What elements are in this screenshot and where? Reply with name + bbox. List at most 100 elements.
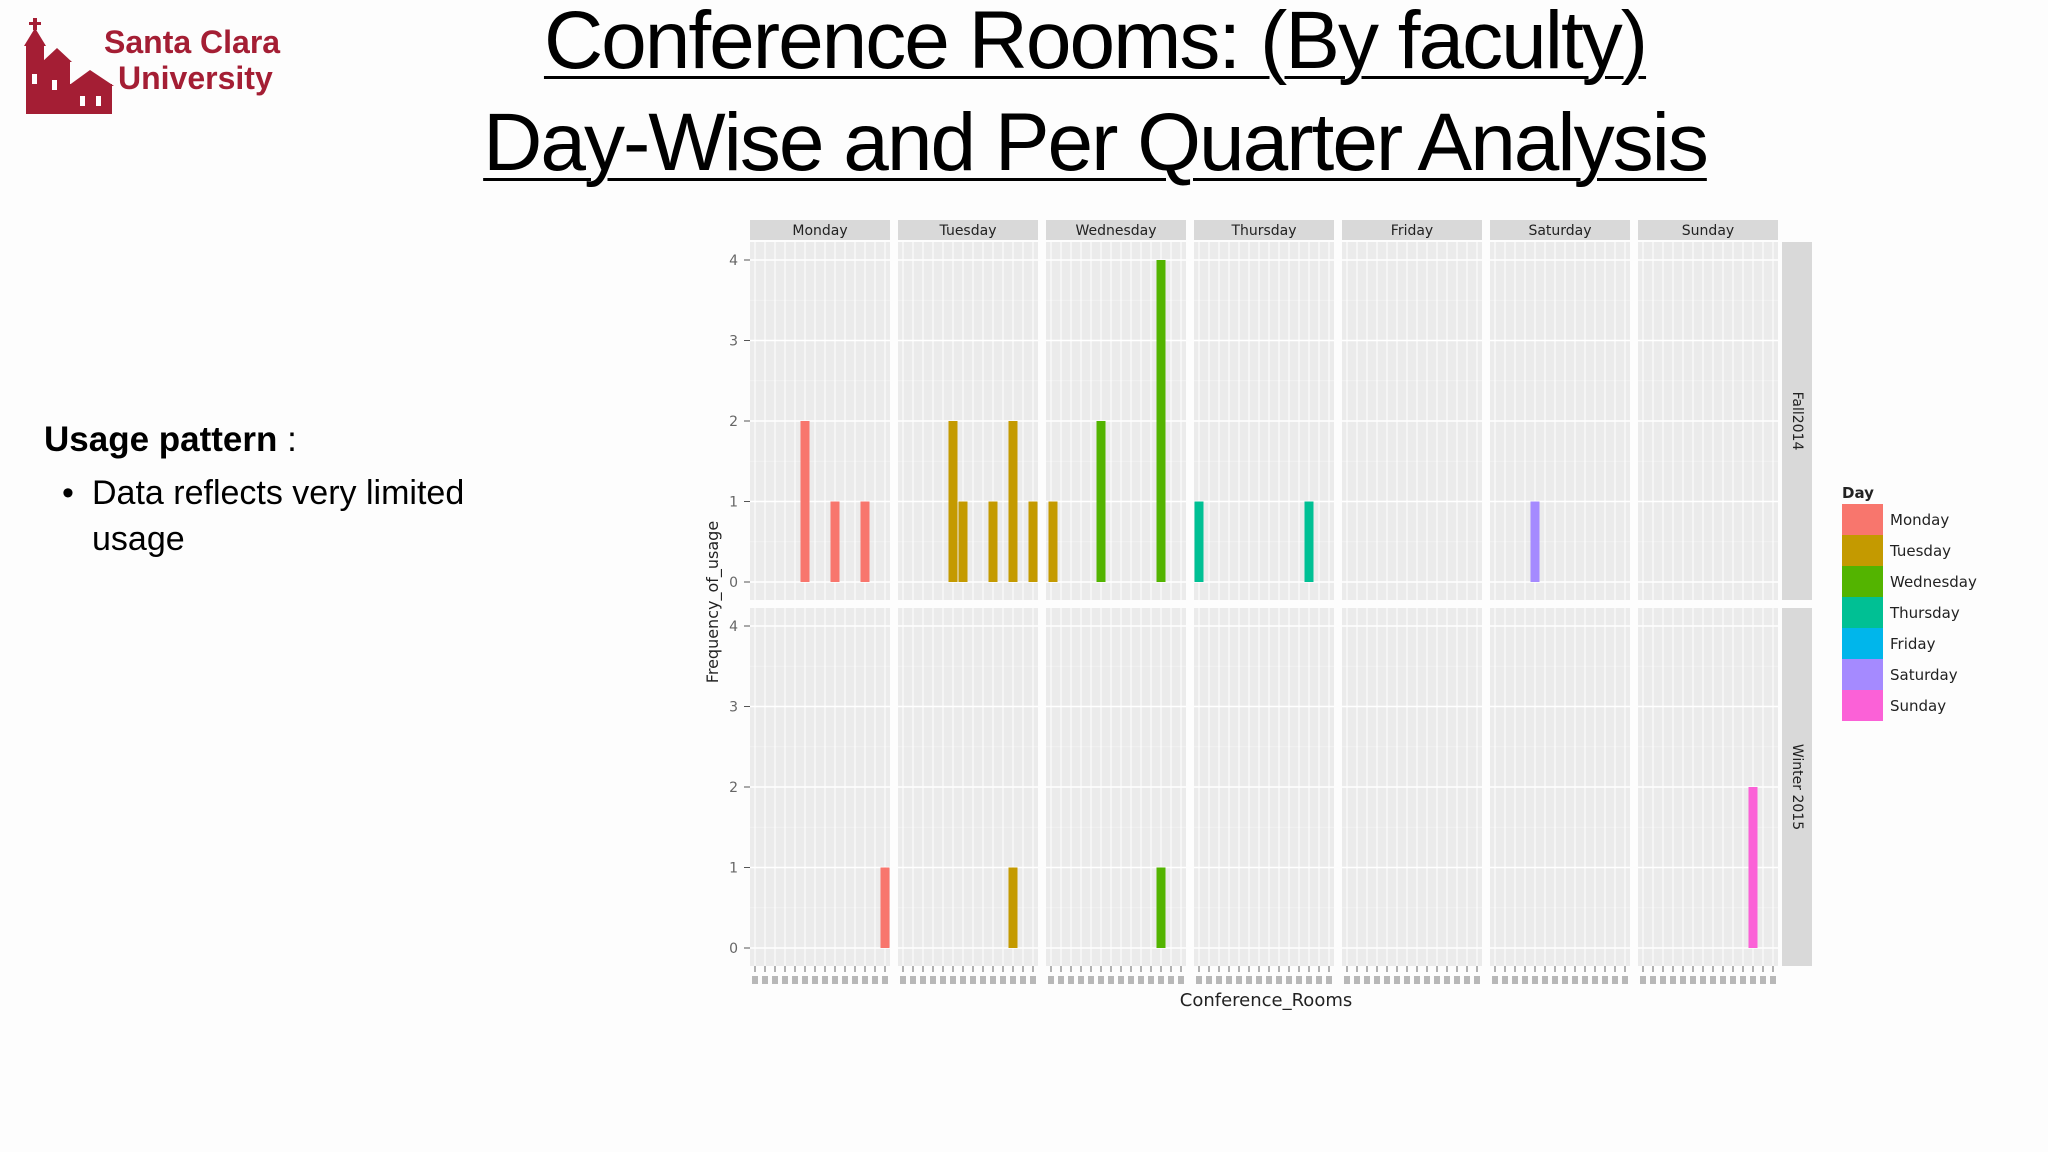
x-tick-label: [1532, 976, 1538, 984]
facet-strip-label: Thursday: [1230, 223, 1296, 239]
x-tick-label: [1020, 976, 1026, 984]
x-tick-label: [1098, 976, 1104, 984]
x-tick-label: [1344, 976, 1350, 984]
legend-label: Monday: [1890, 511, 1949, 529]
x-tick-label: [1364, 976, 1370, 984]
x-axis: Conference_Rooms: [752, 966, 1776, 1011]
bar: [830, 501, 840, 582]
facet-strip: [1046, 220, 1186, 240]
x-tick-label: [920, 976, 926, 984]
y-axis: 0 1 2 3 4 0 1 2 3 4 Frequency_of_usage: [703, 253, 750, 957]
x-tick-label: [1622, 976, 1628, 984]
x-tick-label: [1078, 976, 1084, 984]
legend-title: Day: [1842, 484, 1874, 502]
x-tick-label: [1612, 976, 1618, 984]
x-tick-label: [1710, 976, 1716, 984]
bar: [1156, 867, 1166, 948]
x-tick-label: [1680, 976, 1686, 984]
panel-backgrounds: [750, 242, 1778, 966]
x-tick-label: [782, 976, 788, 984]
x-tick-label: [1572, 976, 1578, 984]
bar: [1008, 421, 1018, 582]
bar: [958, 501, 968, 582]
x-tick-label: [1306, 976, 1312, 984]
x-tick-label: [1326, 976, 1332, 984]
bar: [1304, 501, 1314, 582]
x-tick-label: [1700, 976, 1706, 984]
page-title-line-1: Conference Rooms: (By faculty): [543, 0, 1648, 86]
legend-key: [1842, 659, 1883, 690]
x-tick-label: [980, 976, 986, 984]
y-tick-label: 1: [729, 861, 738, 877]
logo-text: Santa Clara University: [104, 24, 280, 96]
usage-heading: Usage pattern: [44, 420, 278, 459]
y-tick-label: 3: [729, 334, 738, 350]
x-tick-label: [900, 976, 906, 984]
x-tick-label: [1464, 976, 1470, 984]
facet-strip: [1342, 220, 1482, 240]
x-tick-label: [1266, 976, 1272, 984]
x-tick-label: [990, 976, 996, 984]
x-tick-label: [1000, 976, 1006, 984]
legend-key: [1842, 690, 1883, 721]
x-tick-label: [1454, 976, 1460, 984]
bar: [1156, 260, 1166, 582]
x-tick-label: [802, 976, 808, 984]
y-tick-label: 1: [729, 495, 738, 511]
x-tick-label: [1512, 976, 1518, 984]
legend: Day Monday Tuesday Wednesday Thursday Friday S…: [1842, 484, 1977, 721]
bar: [800, 421, 810, 582]
x-tick-label: [1354, 976, 1360, 984]
bar: [880, 867, 890, 948]
legend-label: Friday: [1890, 635, 1936, 653]
x-tick-label: [1424, 976, 1430, 984]
x-tick-label: [1522, 976, 1528, 984]
x-tick-label: [930, 976, 936, 984]
y-tick-label: 0: [729, 575, 738, 591]
facet-strip-label: Friday: [1391, 223, 1433, 239]
facet-strip-label: Sunday: [1682, 223, 1734, 239]
logo-line-1: Santa Clara: [104, 24, 281, 60]
x-tick-label: [1552, 976, 1558, 984]
usage-heading-line: Usage pattern :: [44, 420, 532, 460]
legend-label: Thursday: [1889, 604, 1960, 622]
x-tick-label: [1750, 976, 1756, 984]
x-axis-title: Conference_Rooms: [1180, 990, 1353, 1011]
x-tick-label: [812, 976, 818, 984]
usage-heading-colon: :: [277, 420, 297, 459]
usage-pattern-block: Usage pattern : Data reflects very limit…: [44, 420, 532, 562]
x-tick-label: [1138, 976, 1144, 984]
x-tick-label: [1286, 976, 1292, 984]
x-tick-label: [1206, 976, 1212, 984]
x-tick-label: [1660, 976, 1666, 984]
x-tick-label: [1236, 976, 1242, 984]
x-tick-label: [762, 976, 768, 984]
x-tick-label: [1246, 976, 1252, 984]
x-tick-label: [1158, 976, 1164, 984]
x-tick-label: [1690, 976, 1696, 984]
x-tick-label: [832, 976, 838, 984]
bar: [1048, 501, 1058, 582]
x-tick-label: [1444, 976, 1450, 984]
x-tick-label: [1474, 976, 1480, 984]
x-tick-label: [950, 976, 956, 984]
x-tick-label: [842, 976, 848, 984]
x-tick-label: [1670, 976, 1676, 984]
x-tick-label: [1256, 976, 1262, 984]
x-tick-label: [1148, 976, 1154, 984]
y-tick-label: 2: [729, 414, 738, 430]
x-tick-label: [872, 976, 878, 984]
bar: [1096, 421, 1106, 582]
y-tick-label: 4: [729, 253, 738, 269]
x-tick-label: [1196, 976, 1202, 984]
x-tick-label: [1562, 976, 1568, 984]
x-tick-label: [940, 976, 946, 984]
legend-label: Saturday: [1890, 666, 1958, 684]
facet-strip-label: Wednesday: [1075, 223, 1156, 239]
bar: [860, 501, 870, 582]
x-tick-label: [1384, 976, 1390, 984]
facet-strip: [1638, 220, 1778, 240]
x-tick-label: [772, 976, 778, 984]
bar: [1008, 867, 1018, 948]
